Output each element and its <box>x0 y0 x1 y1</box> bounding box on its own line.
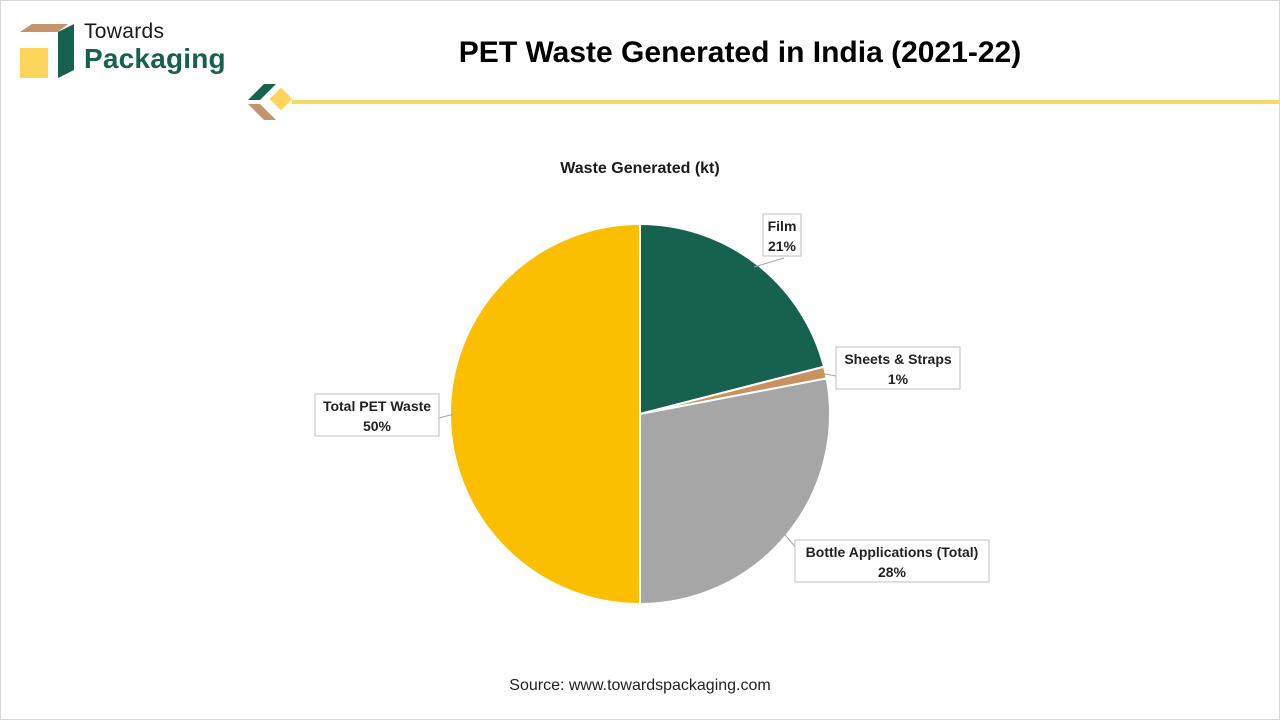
data-label-box <box>762 213 802 257</box>
chart-title: Waste Generated (kt) <box>560 160 719 177</box>
data-label-box <box>314 393 440 437</box>
leader-line-sheets-straps <box>821 372 837 377</box>
data-label-bottle-applications-total: Bottle Applications (Total) 28% <box>794 539 990 583</box>
header-divider <box>248 84 1280 120</box>
brand-name-line1: Towards <box>84 20 165 43</box>
divider-yellow-line <box>292 100 1280 104</box>
pie-slice-film <box>639 222 826 416</box>
data-label-category: Film <box>768 218 797 234</box>
data-label-category: Sheets & Straps <box>844 351 952 367</box>
data-label-total-pet-waste: Total PET Waste 50% <box>314 393 440 437</box>
brand-name-line2: Packaging <box>84 43 226 74</box>
divider-green-chevron <box>248 84 276 100</box>
source-text: Source: www.towardspackaging.com <box>509 677 771 694</box>
data-labels: Film 21% Sheets & Straps 1% Bottle Applicati… <box>314 213 990 583</box>
page-title: PET Waste Generated in India (2021-22) <box>458 36 1022 69</box>
data-label-value: 1% <box>888 371 909 387</box>
leader-lines <box>438 257 837 549</box>
data-label-film: Film 21% <box>762 213 802 257</box>
leader-line-total-pet-waste <box>438 413 455 419</box>
divider-tan-chevron <box>248 104 276 120</box>
brand-logo: Towards Packaging <box>18 20 238 84</box>
divider-yellow-diamond <box>269 87 293 111</box>
data-label-category: Bottle Applications (Total) <box>806 544 979 560</box>
data-label-value: 21% <box>768 238 797 254</box>
data-label-sheets-straps: Sheets & Straps 1% <box>835 346 961 390</box>
pie-slices <box>449 222 831 606</box>
box-logo-icon <box>20 24 74 78</box>
leader-line-film <box>753 257 785 268</box>
pie-slice-bottle-applications-total <box>639 377 831 606</box>
data-label-box <box>794 539 990 583</box>
data-label-value: 28% <box>878 564 907 580</box>
leader-line-bottle-applications-total <box>782 532 797 549</box>
data-label-value: 50% <box>363 418 392 434</box>
pie-slice-total-pet-waste <box>449 222 641 606</box>
data-label-category: Total PET Waste <box>323 398 431 414</box>
data-label-box <box>835 346 961 390</box>
